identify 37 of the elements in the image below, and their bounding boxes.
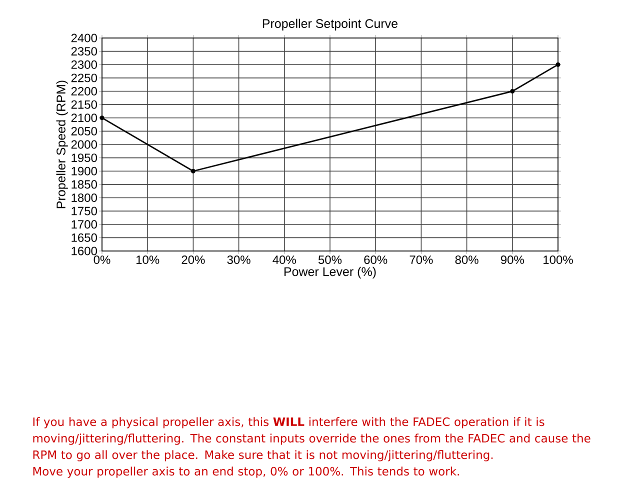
point — [100, 116, 104, 120]
y-tick-label: 1900 — [72, 166, 98, 176]
y-tick-label: 2050 — [71, 126, 98, 136]
text: Move your propeller axis to an end stop, 0% or 100%. This tends to work. — [33, 466, 459, 478]
y-tick-label: 2150 — [71, 100, 98, 109]
x-tick-label: 10% — [136, 256, 160, 264]
y-tick-label: 1950 — [72, 154, 98, 162]
y-tick-label: 1750 — [72, 206, 98, 216]
x-tick-label: 60% — [364, 256, 388, 264]
point — [556, 62, 560, 67]
text: If you have a physical propeller axis, this WILL interfere with the FADEC operation if it is moving/jittering/fluttering. The constant inputs override the ones from the FADEC and cause the RPM to go all over the place. Make sure that it is not moving/jittering/fluttering. — [33, 417, 590, 462]
y-tick-label: 1650 — [72, 233, 98, 242]
x-tick-label: 20% — [182, 256, 205, 264]
y-tick-label: 1800 — [72, 194, 98, 202]
x-tick-label: 100% — [544, 256, 573, 264]
y-tick-label: 2200 — [71, 87, 98, 96]
y-tick-label: 2000 — [71, 140, 98, 149]
y-tick-label: 2100 — [71, 114, 98, 122]
x-tick-label: 70% — [410, 256, 433, 264]
point — [510, 88, 515, 94]
x-tick-label: 0% — [94, 256, 110, 264]
y-axis-title: Propeller Speed (RPM) — [56, 80, 68, 208]
point — [190, 168, 196, 174]
chart-title: Propeller Setpoint Curve — [262, 18, 398, 30]
x-tick-label: 50% — [318, 256, 342, 264]
y-tick-label: 1600 — [72, 246, 98, 256]
x-tick-label: 90% — [500, 256, 524, 264]
y-tick-label: 2250 — [71, 74, 98, 82]
x-tick-label: 80% — [455, 256, 478, 264]
y-tick-label: 2400 — [71, 34, 98, 42]
y-tick-label: 1850 — [72, 180, 98, 189]
y-tick-label: 2350 — [71, 47, 98, 56]
y-tick-label: 2300 — [71, 60, 98, 69]
y-tick-label: 1700 — [72, 220, 98, 229]
x-tick-label: 40% — [272, 256, 296, 264]
x-tick-label: 30% — [227, 256, 250, 264]
x-axis-title: Power Lever (%) — [284, 266, 376, 279]
